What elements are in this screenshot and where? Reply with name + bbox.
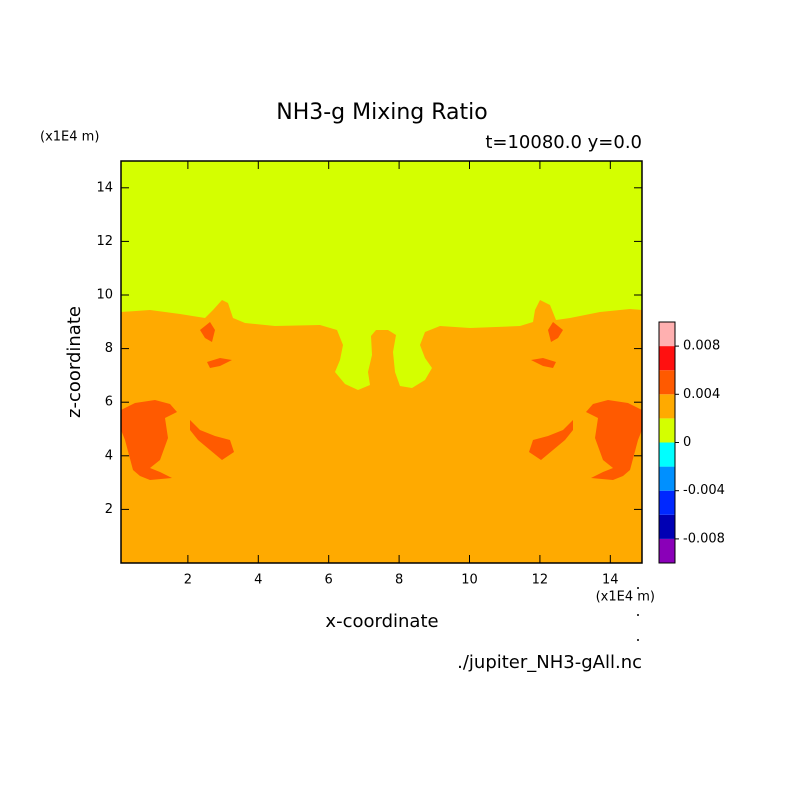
colorbar-tick-label: 0.004: [683, 387, 720, 402]
x-tick-label: 8: [395, 573, 403, 588]
subtitle: t=10080.0 y=0.0: [485, 132, 642, 153]
contour-region: [121, 161, 642, 390]
dot: [637, 639, 639, 641]
colorbar-band: [659, 538, 675, 563]
colorbar-tick-label: -0.008: [683, 531, 725, 546]
colorbar-tick-label: 0: [683, 435, 691, 450]
y-axis-label: z-coordinate: [64, 306, 85, 418]
x-tick-label: 12: [532, 573, 549, 588]
colorbar-band: [659, 370, 675, 395]
y-tick-label: 6: [105, 395, 113, 410]
dot: [637, 614, 639, 616]
contour-region: [531, 358, 556, 368]
colorbar-band: [659, 514, 675, 539]
x-tick-label: 14: [602, 573, 619, 588]
y-tick-label: 14: [96, 180, 113, 195]
colorbar-band: [659, 418, 675, 443]
colorbar-tick-label: -0.004: [683, 483, 725, 498]
y-tick-label: 12: [96, 234, 113, 249]
x-unit: (x1E4 m): [596, 590, 655, 605]
y-tick-label: 8: [105, 341, 113, 356]
chart-title: NH3-g Mixing Ratio: [276, 100, 488, 125]
colorbar-band: [659, 394, 675, 419]
colorbar-band: [659, 346, 675, 371]
contour-region: [207, 358, 232, 368]
source-label: ./jupiter_NH3-gAll.nc: [457, 652, 642, 673]
contour-region: [190, 420, 234, 460]
x-tick-label: 4: [254, 573, 262, 588]
contour-region: [529, 420, 573, 460]
contour-region: [121, 400, 177, 480]
y-tick-label: 4: [105, 448, 113, 463]
colorbar-band: [659, 442, 675, 467]
y-unit: (x1E4 m): [40, 130, 99, 145]
y-tick-label: 2: [105, 502, 113, 517]
colorbar-band: [659, 466, 675, 491]
x-axis-label: x-coordinate: [325, 611, 438, 632]
x-tick-label: 6: [325, 573, 333, 588]
dot: [637, 587, 639, 589]
x-tick-label: 10: [461, 573, 478, 588]
x-tick-label: 2: [184, 573, 192, 588]
y-tick-label: 10: [96, 288, 113, 303]
contour-region: [200, 322, 215, 342]
contour-region: [548, 322, 563, 342]
colorbar-band: [659, 322, 675, 347]
colorbar-tick-label: 0.008: [683, 339, 720, 354]
colorbar-band: [659, 490, 675, 515]
plot-frame: [120, 160, 643, 564]
contour-region: [586, 400, 642, 480]
